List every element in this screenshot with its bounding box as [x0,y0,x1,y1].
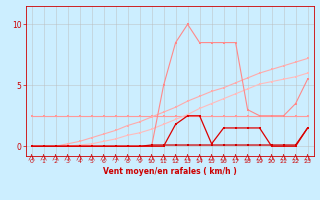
X-axis label: Vent moyen/en rafales ( km/h ): Vent moyen/en rafales ( km/h ) [103,167,236,176]
